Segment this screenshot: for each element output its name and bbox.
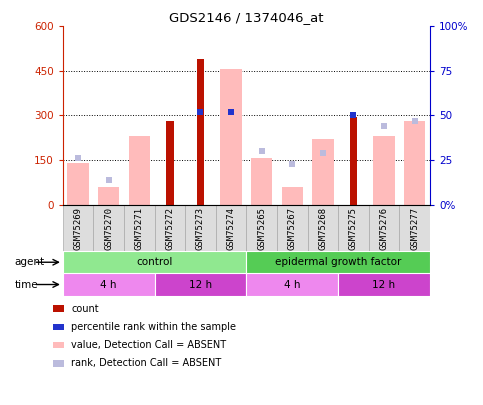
Bar bbox=[68, 163, 89, 205]
Bar bbox=[155, 205, 185, 251]
Text: GSM75273: GSM75273 bbox=[196, 207, 205, 250]
Bar bbox=[63, 251, 246, 273]
Text: GSM75277: GSM75277 bbox=[410, 207, 419, 250]
Text: value, Detection Call = ABSENT: value, Detection Call = ABSENT bbox=[71, 340, 226, 350]
Point bbox=[105, 176, 113, 183]
Bar bbox=[124, 205, 155, 251]
Text: GSM75268: GSM75268 bbox=[318, 207, 327, 250]
Bar bbox=[246, 205, 277, 251]
Bar bbox=[220, 69, 242, 205]
Text: GSM75270: GSM75270 bbox=[104, 207, 113, 250]
Bar bbox=[128, 136, 150, 205]
Text: GSM75274: GSM75274 bbox=[227, 207, 236, 250]
Bar bbox=[312, 139, 333, 205]
Bar bbox=[338, 273, 430, 296]
Bar bbox=[308, 205, 338, 251]
Text: GSM75269: GSM75269 bbox=[73, 207, 83, 250]
Bar bbox=[399, 205, 430, 251]
Text: 4 h: 4 h bbox=[100, 279, 117, 290]
Bar bbox=[155, 273, 246, 296]
Bar bbox=[246, 251, 430, 273]
Text: GSM75272: GSM75272 bbox=[165, 207, 174, 250]
Point bbox=[319, 149, 327, 156]
Text: rank, Detection Call = ABSENT: rank, Detection Call = ABSENT bbox=[71, 358, 221, 368]
Text: percentile rank within the sample: percentile rank within the sample bbox=[71, 322, 236, 332]
Point bbox=[74, 155, 82, 162]
Bar bbox=[197, 59, 204, 205]
Bar bbox=[338, 205, 369, 251]
Point bbox=[258, 148, 266, 154]
Bar bbox=[98, 187, 119, 205]
Bar bbox=[166, 122, 174, 205]
Bar bbox=[369, 205, 399, 251]
Point bbox=[197, 109, 204, 115]
Text: GSM75276: GSM75276 bbox=[380, 207, 388, 250]
Text: count: count bbox=[71, 304, 99, 313]
Text: 12 h: 12 h bbox=[189, 279, 212, 290]
Point bbox=[411, 117, 418, 124]
Point bbox=[380, 123, 388, 129]
Text: GSM75275: GSM75275 bbox=[349, 207, 358, 250]
Bar bbox=[93, 205, 124, 251]
Bar bbox=[63, 273, 155, 296]
Bar bbox=[251, 158, 272, 205]
Text: GSM75267: GSM75267 bbox=[288, 207, 297, 250]
Bar bbox=[350, 117, 357, 205]
Text: GSM75271: GSM75271 bbox=[135, 207, 144, 250]
Bar bbox=[282, 187, 303, 205]
Text: epidermal growth factor: epidermal growth factor bbox=[275, 257, 401, 267]
Bar bbox=[246, 273, 338, 296]
Text: time: time bbox=[14, 279, 38, 290]
Text: GSM75265: GSM75265 bbox=[257, 207, 266, 250]
Bar bbox=[404, 122, 425, 205]
Text: agent: agent bbox=[14, 257, 44, 267]
Bar bbox=[216, 205, 246, 251]
Bar bbox=[373, 136, 395, 205]
Title: GDS2146 / 1374046_at: GDS2146 / 1374046_at bbox=[169, 11, 324, 24]
Bar bbox=[185, 205, 216, 251]
Bar bbox=[277, 205, 308, 251]
Text: 12 h: 12 h bbox=[372, 279, 396, 290]
Text: control: control bbox=[136, 257, 173, 267]
Point bbox=[288, 160, 296, 167]
Point bbox=[350, 112, 357, 119]
Text: 4 h: 4 h bbox=[284, 279, 300, 290]
Bar bbox=[63, 205, 93, 251]
Point bbox=[227, 109, 235, 115]
